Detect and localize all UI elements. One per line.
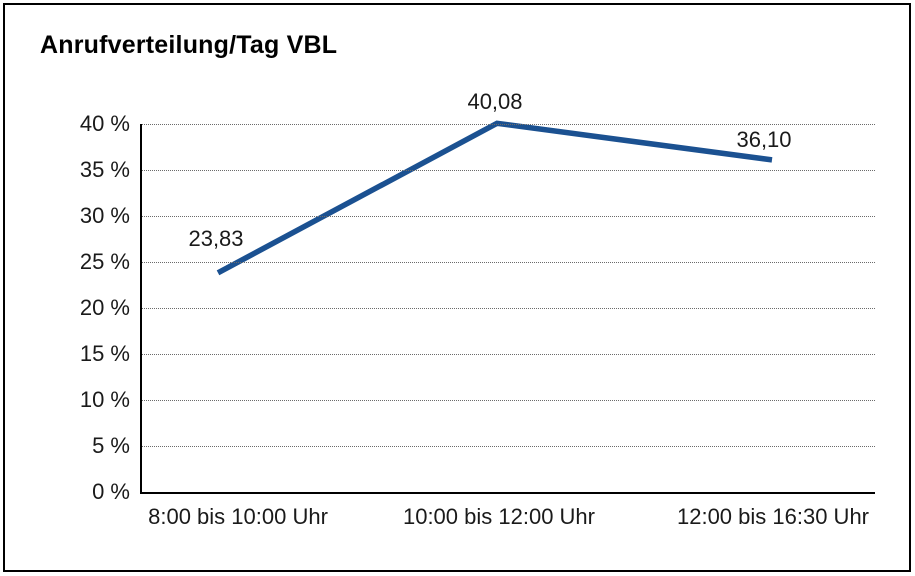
gridline-10 [142, 400, 875, 401]
y-axis-tick-label: 0 % [92, 479, 130, 504]
data-line-svg [216, 120, 773, 276]
y-axis-tick-label: 30 % [79, 203, 130, 228]
x-axis-tick-label: 10:00 bis 12:00 Uhr [402, 504, 595, 529]
y-axis-tick-label: 15 % [79, 341, 130, 366]
y-axis-tick-label: 40 % [79, 111, 130, 136]
y-axis-tick-label: 20 % [79, 295, 130, 320]
gridline-5 [142, 446, 875, 447]
gridline-40 [142, 124, 875, 125]
gridline-15 [142, 354, 875, 355]
y-axis-tick-label: 25 % [79, 249, 130, 274]
data-point-label: 23,83 [188, 225, 244, 251]
gridline-25 [142, 262, 875, 263]
y-axis-tick-label: 10 % [79, 387, 130, 412]
data-point-label: 40,08 [467, 89, 523, 115]
chart-title: Anrufverteilung/Tag VBL [40, 31, 338, 59]
y-axis-tick-label: 5 % [92, 433, 130, 458]
plot-area [140, 120, 875, 494]
data-point-label: 36,10 [736, 126, 792, 152]
gridline-20 [142, 308, 875, 309]
x-axis-tick-label: 12:00 bis 16:30 Uhr [676, 504, 870, 529]
x-axis-tick-label: 8:00 bis 10:00 Uhr [148, 504, 328, 529]
gridline-35 [142, 170, 875, 171]
data-line [216, 120, 773, 276]
y-axis-tick-label: 35 % [79, 157, 130, 182]
gridline-30 [142, 216, 875, 217]
chart-outer-border [3, 3, 911, 572]
